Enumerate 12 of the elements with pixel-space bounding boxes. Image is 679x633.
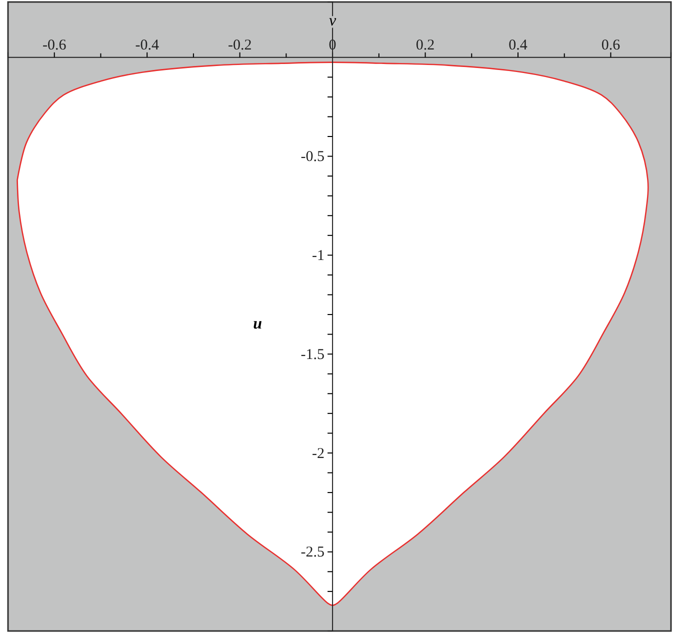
x-tick-label: 0.6 [601,37,621,54]
y-tick-label: -2 [312,446,325,462]
x-tick-label: -0.2 [228,37,252,54]
y-tick-label: -1.5 [300,346,325,363]
y-tick-label: -1 [312,248,325,264]
x-tick-label: 0.4 [508,37,528,54]
y-axis-title: u [253,315,262,332]
x-tick-label: -0.6 [42,37,67,54]
x-tick-label: 0.2 [416,37,435,54]
x-tick-label: -0.4 [135,37,160,54]
y-tick-label: -0.5 [300,149,325,166]
y-tick-label: -2.5 [300,544,325,561]
